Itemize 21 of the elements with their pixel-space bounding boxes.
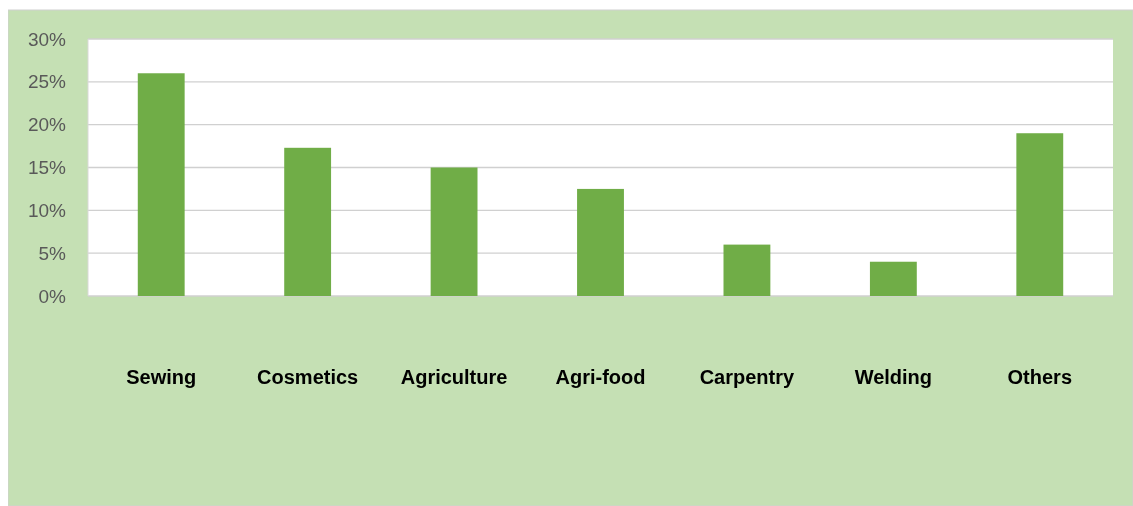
y-tick-label: 25% [27, 71, 67, 93]
x-tick-label: Agri-food [555, 366, 646, 388]
y-tick-label: 10% [27, 199, 67, 221]
bar [284, 147, 332, 296]
bar [1016, 133, 1064, 296]
y-tick-label: 5% [38, 242, 67, 264]
bar [723, 244, 771, 296]
y-tick-label: 15% [27, 157, 67, 179]
x-tick-label: Welding [854, 366, 933, 388]
bar [869, 261, 917, 296]
y-tick-label: 0% [38, 285, 67, 307]
bar [577, 188, 624, 296]
y-tick-label: 30% [27, 28, 67, 50]
bar [137, 73, 185, 296]
y-tick-label: 20% [27, 114, 67, 136]
x-tick-label: Agriculture [400, 366, 508, 388]
bar [430, 167, 478, 296]
x-tick-label: Cosmetics [257, 366, 359, 388]
x-tick-label: Carpentry [699, 366, 796, 388]
x-tick-label: Sewing [126, 366, 197, 388]
x-tick-label: Others [1007, 366, 1073, 388]
